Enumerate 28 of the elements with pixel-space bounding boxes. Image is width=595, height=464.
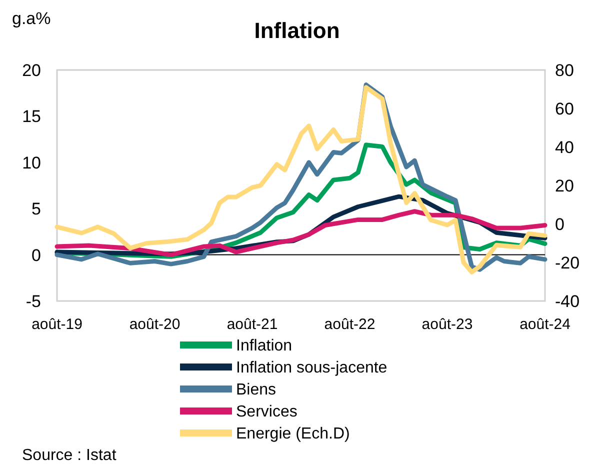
y2-tick-label: 40	[555, 138, 574, 157]
y-axis-title: g.a%	[12, 9, 51, 28]
x-tick-label: août-22	[324, 316, 376, 333]
y-tick-label: 10	[22, 153, 41, 172]
legend-label: Services	[236, 404, 298, 421]
source-note: Source : Istat	[22, 447, 117, 464]
y2-tick-label: -20	[555, 253, 580, 272]
x-tick-label: août-23	[422, 316, 473, 333]
y2-tick-label: 80	[555, 60, 574, 80]
legend-label: Inflation sous-jacente	[236, 360, 388, 377]
y-tick-label: 20	[22, 60, 41, 80]
legend-label: Energie (Ech.D)	[236, 426, 350, 443]
x-tick-label: août-19	[32, 316, 82, 333]
x-tick-label: août-20	[129, 316, 180, 333]
x-tick-label: août-24	[520, 316, 570, 333]
y2-tick-label: 60	[555, 99, 574, 118]
y2-tick-label: -40	[555, 292, 580, 311]
y2-tick-label: 20	[555, 176, 574, 196]
line-series	[54, 209, 548, 258]
y-tick-label: 15	[22, 107, 41, 126]
chart-title: Inflation	[254, 18, 340, 43]
legend-label: Biens	[236, 382, 276, 399]
legend-label: Inflation	[236, 338, 292, 355]
y-tick-label: 5	[32, 200, 41, 219]
y-tick-label: -5	[26, 292, 41, 311]
y-tick-label: 0	[32, 246, 41, 265]
x-tick-label: août-21	[226, 316, 278, 333]
y2-tick-label: 0	[555, 214, 564, 234]
